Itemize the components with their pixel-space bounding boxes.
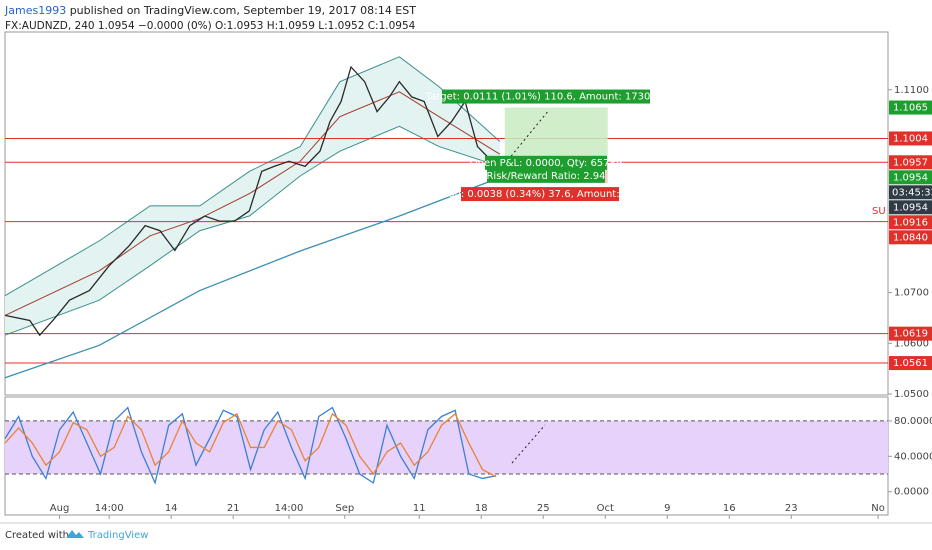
price-tag-label: 1.0840 xyxy=(893,232,928,243)
price-tag xyxy=(889,230,932,245)
price-tag xyxy=(889,215,932,230)
series-line xyxy=(4,406,497,485)
x-tick-label: 9 xyxy=(664,503,670,514)
price-tag-label: 1.1004 xyxy=(893,133,928,144)
bollinger-fill xyxy=(5,56,500,336)
y-tick-label: 1.0700 xyxy=(894,288,929,299)
price-tag-label: 1.0957 xyxy=(893,157,928,168)
y-tick-label: 40.0000 xyxy=(894,451,932,462)
x-tick-label: 21 xyxy=(227,503,240,514)
x-tick-label: 14:00 xyxy=(275,503,304,514)
bollinger-upper xyxy=(4,56,501,297)
x-tick-label: No xyxy=(871,503,885,514)
price-tag xyxy=(889,356,932,371)
pnl-label: Open P&L: 0.0000, Qty: 65789 xyxy=(470,158,623,169)
symbol-line: FX:AUDNZD, 240 1.0954 −0.0000 (0%) O:1.0… xyxy=(5,20,416,32)
ratio-label-box xyxy=(487,168,605,183)
price-tag-label: 1.0954 xyxy=(893,172,928,183)
price-tag-label: 1.0916 xyxy=(893,217,928,228)
projection xyxy=(504,111,549,165)
y-tick-label: 1.0500 xyxy=(894,389,929,400)
bollinger-lower xyxy=(4,125,500,336)
price-tag xyxy=(889,326,932,341)
series-line xyxy=(4,65,497,337)
x-tick-label: 14 xyxy=(165,503,178,514)
price-tag-label: 1.0561 xyxy=(893,358,928,369)
pnl-label-box xyxy=(485,155,607,170)
x-tick-label: 25 xyxy=(537,503,550,514)
price-tag xyxy=(889,170,932,185)
target-label: Target: 0.0111 (1.01%) 110.6, Amount: 17… xyxy=(425,92,667,103)
price-tag xyxy=(889,200,932,215)
series-line xyxy=(4,412,497,478)
footer-brand[interactable]: TradingView xyxy=(87,530,148,541)
x-tick-label: 11 xyxy=(413,503,426,514)
x-tick-label: 23 xyxy=(785,503,798,514)
price-tag-label: 1.0954 xyxy=(893,202,928,213)
price-tag xyxy=(889,100,932,115)
target-label-box xyxy=(442,89,650,104)
x-tick-label: Aug xyxy=(50,503,70,514)
annotation: SU xyxy=(872,206,886,217)
published: published on TradingView.com, September … xyxy=(69,4,416,17)
countdown: 03:45:33 xyxy=(892,187,932,198)
x-tick-label: 18 xyxy=(475,503,488,514)
y-tick-label: 80.0000 xyxy=(894,416,932,427)
author[interactable]: James1993 xyxy=(5,4,67,17)
target-zone xyxy=(504,107,608,164)
y-tick-label: 1.0600 xyxy=(894,338,929,349)
price-tag xyxy=(889,131,932,146)
y-tick-label: 1.1100 xyxy=(894,85,929,96)
stop-label: Stop: 0.0038 (0.34%) 37.6, Amount: 750 xyxy=(438,189,642,200)
x-tick-label: Oct xyxy=(597,503,614,514)
price-tag-label: 1.0619 xyxy=(893,329,928,340)
logo xyxy=(66,530,84,538)
series-line xyxy=(4,178,497,379)
ratio-label: Risk/Reward Ratio: 2.94 xyxy=(486,171,605,182)
x-tick-label: 16 xyxy=(723,503,736,514)
projection-stoch xyxy=(511,424,546,464)
header: James1993 published on TradingView.com, … xyxy=(5,4,416,17)
price-tag-label: 1.1065 xyxy=(893,103,928,114)
bollinger-middle xyxy=(4,91,501,316)
footer-created: Created with xyxy=(5,530,69,541)
x-tick-label: 14:00 xyxy=(95,503,124,514)
stoch-band xyxy=(5,420,888,475)
x-tick-label: Sep xyxy=(335,503,354,514)
stop-label-box xyxy=(461,187,619,202)
countdown-box xyxy=(889,185,932,200)
price-tag xyxy=(889,155,932,170)
price-pane xyxy=(4,31,889,396)
y-tick-label: 0.0000 xyxy=(894,487,929,498)
